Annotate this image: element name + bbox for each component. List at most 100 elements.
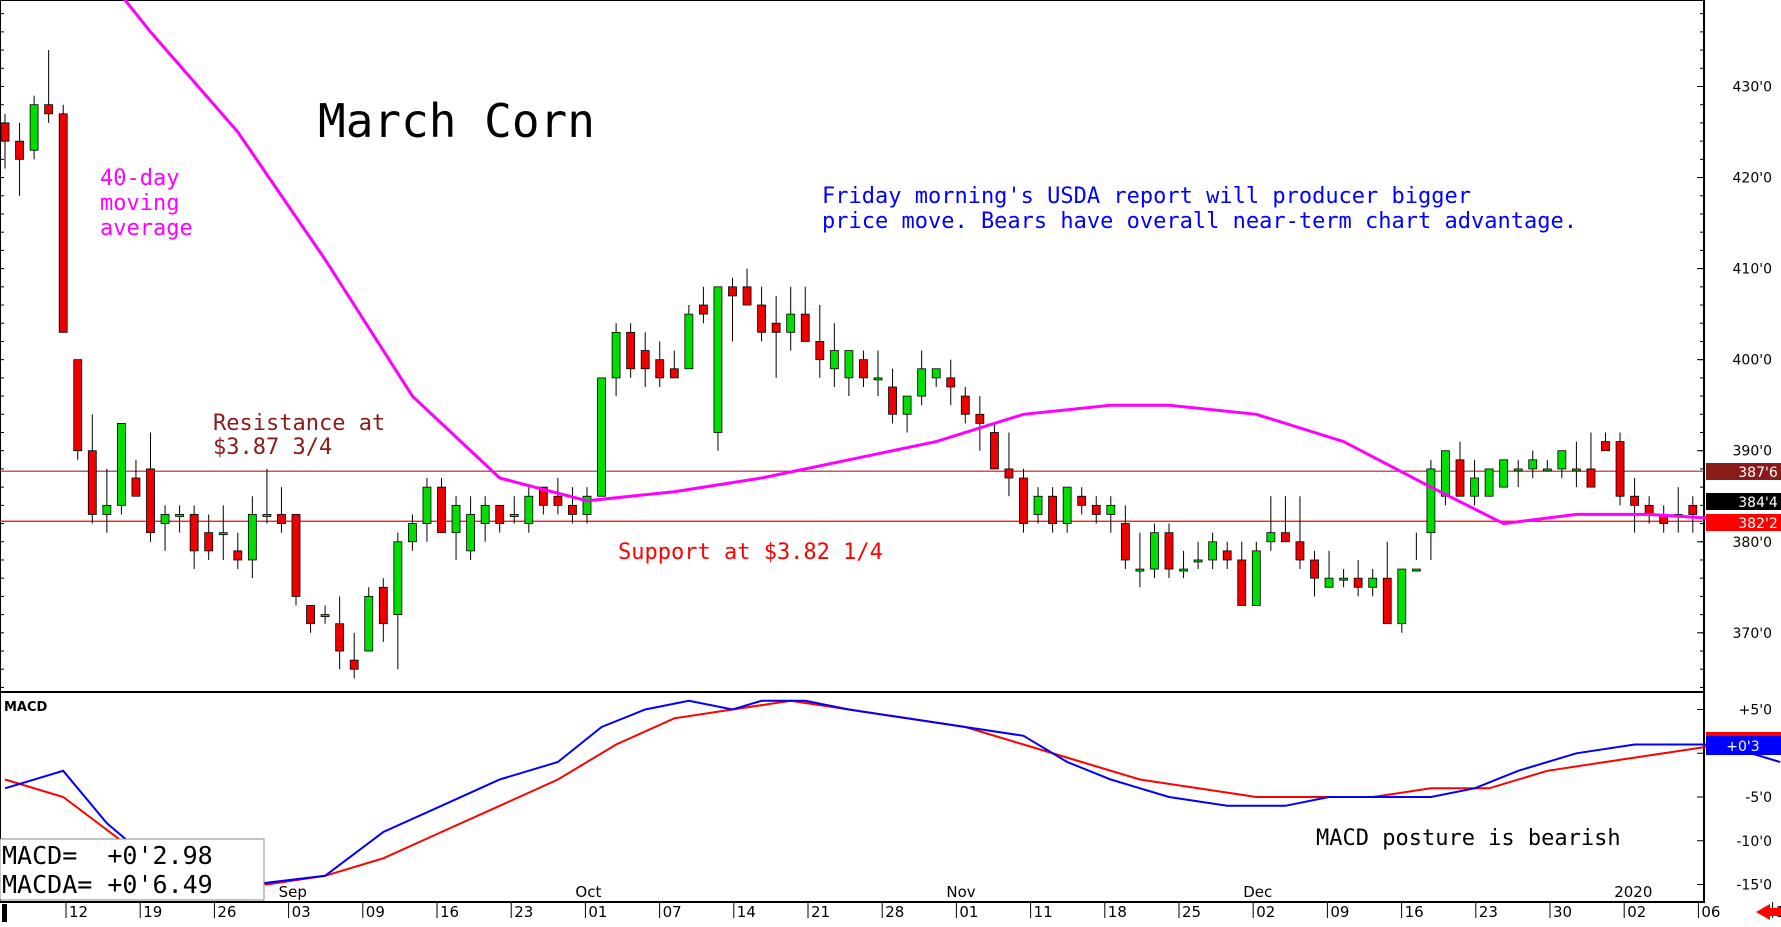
date-tick-label: 26 [217,903,236,921]
candle-down [306,605,315,625]
macd-panel-label: MACD [4,700,48,715]
month-label: Nov [946,883,975,901]
support-price-tag: 382'2 [1738,516,1777,532]
date-tick-label: 21 [811,903,830,921]
candle-up [1251,550,1261,606]
candle-down [757,304,766,333]
commentary-line2: price move. Bears have overall near-term… [822,209,1577,234]
candle-down [553,495,563,506]
date-tick-label: 01 [588,903,607,921]
candle-down [204,532,214,552]
candle-up [713,286,723,433]
price-tick-label: 420'0 [1733,171,1772,187]
moving-average-line [123,0,1781,526]
date-tick-label: 02 [1256,903,1275,921]
macd-value-tag: +0'3 [1726,739,1759,755]
macd-comment: MACD posture is bearish [1316,826,1621,851]
candle-down [73,359,83,452]
month-label: 2020 [1614,883,1652,901]
date-tick-label: 23 [1479,903,1498,921]
bottom-left-marker-icon [2,904,7,922]
macd-y-axis: +5'0 -5'0 -10'0 -15'0 [1697,703,1772,894]
candle-down [1077,495,1087,506]
candle-up [451,504,461,534]
candle-down [815,341,825,361]
commentary-line1: Friday morning's USDA report will produc… [822,184,1471,209]
macd-line [4,699,1781,886]
candle-down [568,504,577,515]
candle-down [990,432,999,470]
candle-down [669,368,679,379]
candle-down [44,104,54,115]
candle-down [378,586,388,625]
candle-up [873,377,883,381]
candle-down [1019,477,1028,524]
candle-down [655,359,665,379]
candle-up [1062,486,1072,524]
macd-value-tag-bg [1706,736,1781,755]
candle-down [728,286,737,297]
price-tick-label: 390'0 [1733,444,1772,460]
candle-down [189,514,199,552]
candle-up [175,514,185,517]
candle-up [422,486,432,524]
price-tick-label: 400'0 [1733,353,1772,369]
date-tick-label: 12 [69,903,88,921]
resistance-price-tag: 387'6 [1738,465,1778,481]
candle-up [786,313,796,333]
candle-up [931,368,941,379]
candle-down [15,140,24,160]
date-tick-label: 07 [663,903,682,921]
candle-up [1368,577,1378,588]
candle-down [1615,441,1625,497]
candle-up [597,377,606,497]
price-y-axis: 370'0 380'0 390'0 400'0 410'0 420'0 430'0 [0,13,1772,688]
candle-down [1295,541,1305,561]
candle-up [1397,568,1407,625]
candle-down [626,331,636,370]
candle-up [1179,568,1188,572]
candle-up [1324,577,1334,588]
date-tick-label: 16 [440,903,459,921]
candle-up [1135,568,1145,572]
candle-down [1048,495,1057,524]
candle-down [1120,523,1130,561]
resistance-label-line2: $3.87 3/4 [213,435,332,460]
date-tick-label: 28 [885,903,904,921]
macd-readout: MACD= +0'2.98 [2,841,213,870]
date-tick-label: 09 [1330,903,1349,921]
candle-down [495,504,505,524]
candle-up [1193,559,1203,563]
candle-up [1426,468,1436,534]
candle-down [888,386,897,415]
ma-label-line3: average [100,216,193,241]
candle-up [1266,532,1276,543]
candle-up [218,532,228,536]
candle-up [117,422,126,506]
candle-down [1237,559,1247,606]
date-tick-label: 18 [1108,903,1127,921]
date-tick-label: 19 [143,903,162,921]
candle-down [538,486,548,506]
candle-up [902,395,912,415]
candle-down [960,395,970,415]
month-label: Dec [1243,883,1272,901]
ma-label-line2: moving [100,191,179,216]
candle-up [29,104,39,151]
chart-title: March Corn [318,94,595,148]
date-x-axis: 12 19 26 03 09 16 23 01 07 14 21 28 01 11 18 25 02 09 16 23… [0,883,1781,921]
price-panel-frame [0,0,1705,693]
candlestick-series [0,50,1698,679]
candle-down [1455,459,1465,497]
candle-up [684,313,694,370]
candle-up [247,514,257,561]
scroll-right-arrow-icon[interactable] [1756,904,1781,920]
date-tick-label: 14 [737,903,756,921]
date-tick-label: 16 [1405,903,1424,921]
date-tick-label: 30 [1553,903,1572,921]
candle-down [277,514,286,524]
macd-tick-label: +5'0 [1739,703,1772,719]
support-label: Support at $3.82 1/4 [618,540,883,565]
candle-up [524,495,534,524]
candle-down [131,477,141,497]
